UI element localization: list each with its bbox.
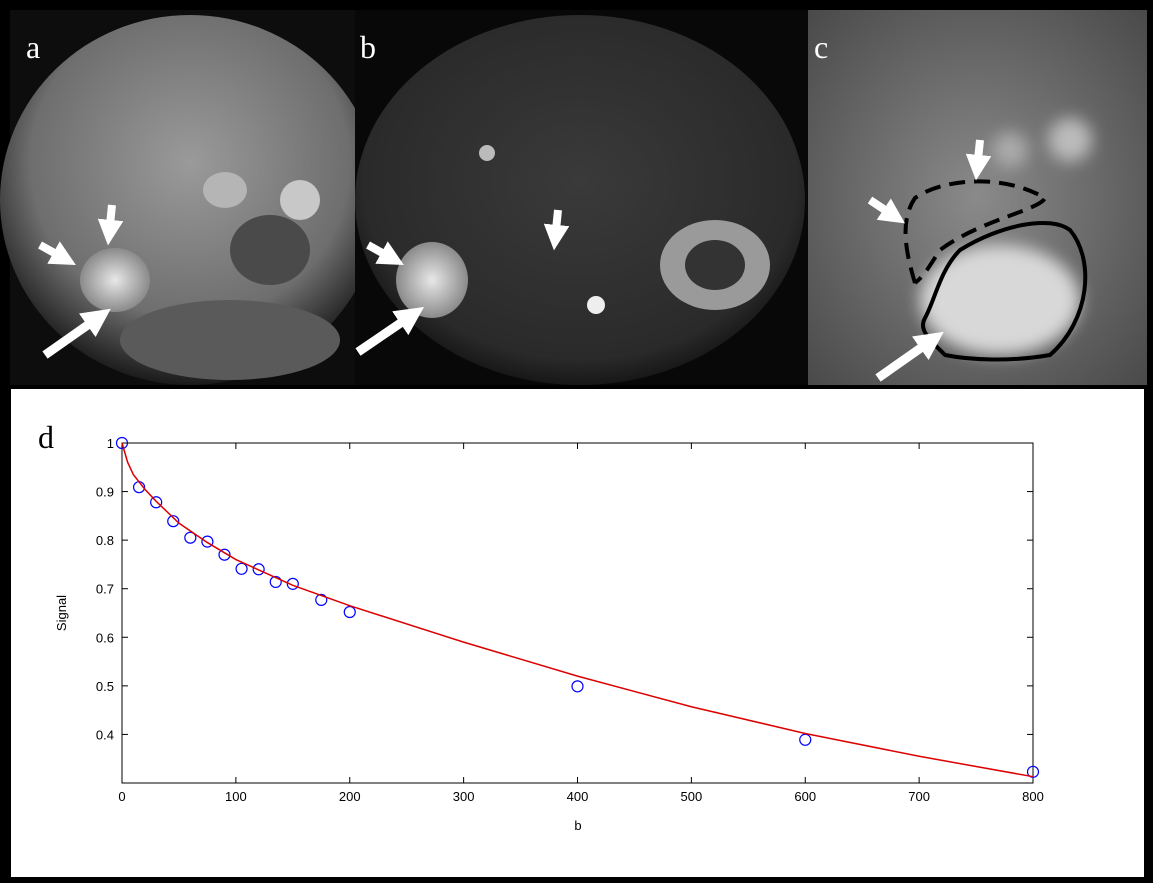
y-tick-label: 0.7	[96, 582, 114, 597]
panel-label: a	[26, 29, 40, 65]
mri-panel-c: c	[808, 10, 1147, 385]
y-tick-label: 0.9	[96, 485, 114, 500]
x-tick-label: 400	[567, 789, 589, 804]
data-point	[184, 531, 197, 544]
x-tick-label: 100	[225, 789, 247, 804]
plot-area	[121, 442, 1034, 784]
data-point	[167, 515, 180, 528]
y-axis-label: Signal	[54, 595, 69, 631]
data-point	[115, 436, 129, 450]
x-tick-label: 300	[453, 789, 475, 804]
data-point	[150, 496, 163, 509]
data-point	[1026, 765, 1040, 778]
fit-line	[121, 442, 1034, 778]
x-tick-label: 500	[681, 789, 703, 804]
y-tick-label: 0.5	[96, 679, 114, 694]
data-point	[286, 577, 299, 590]
data-point	[343, 605, 356, 619]
x-tick-label: 0	[118, 789, 125, 804]
x-tick-label: 700	[908, 789, 930, 804]
data-point	[269, 575, 282, 589]
data-point	[571, 680, 584, 693]
data-point	[799, 733, 812, 746]
data-point	[218, 548, 231, 561]
y-tick-label: 0.6	[96, 630, 114, 645]
data-point	[201, 535, 214, 548]
data-point	[315, 593, 328, 606]
x-tick-label: 800	[1022, 789, 1044, 804]
data-point	[252, 563, 265, 576]
panel-label: d	[38, 419, 54, 455]
x-tick-label: 600	[794, 789, 816, 804]
panel-label: c	[814, 29, 828, 65]
y-tick-label: 0.4	[96, 727, 114, 742]
mri-panel-b: b	[355, 10, 808, 385]
x-tick-label: 200	[339, 789, 361, 804]
y-tick-label: 1	[107, 436, 114, 451]
panel-label: b	[360, 29, 376, 65]
x-axis-label: b	[574, 818, 581, 833]
data-point	[235, 562, 248, 575]
mri-panel-a: a	[0, 10, 380, 385]
y-tick-label: 0.8	[96, 533, 114, 548]
